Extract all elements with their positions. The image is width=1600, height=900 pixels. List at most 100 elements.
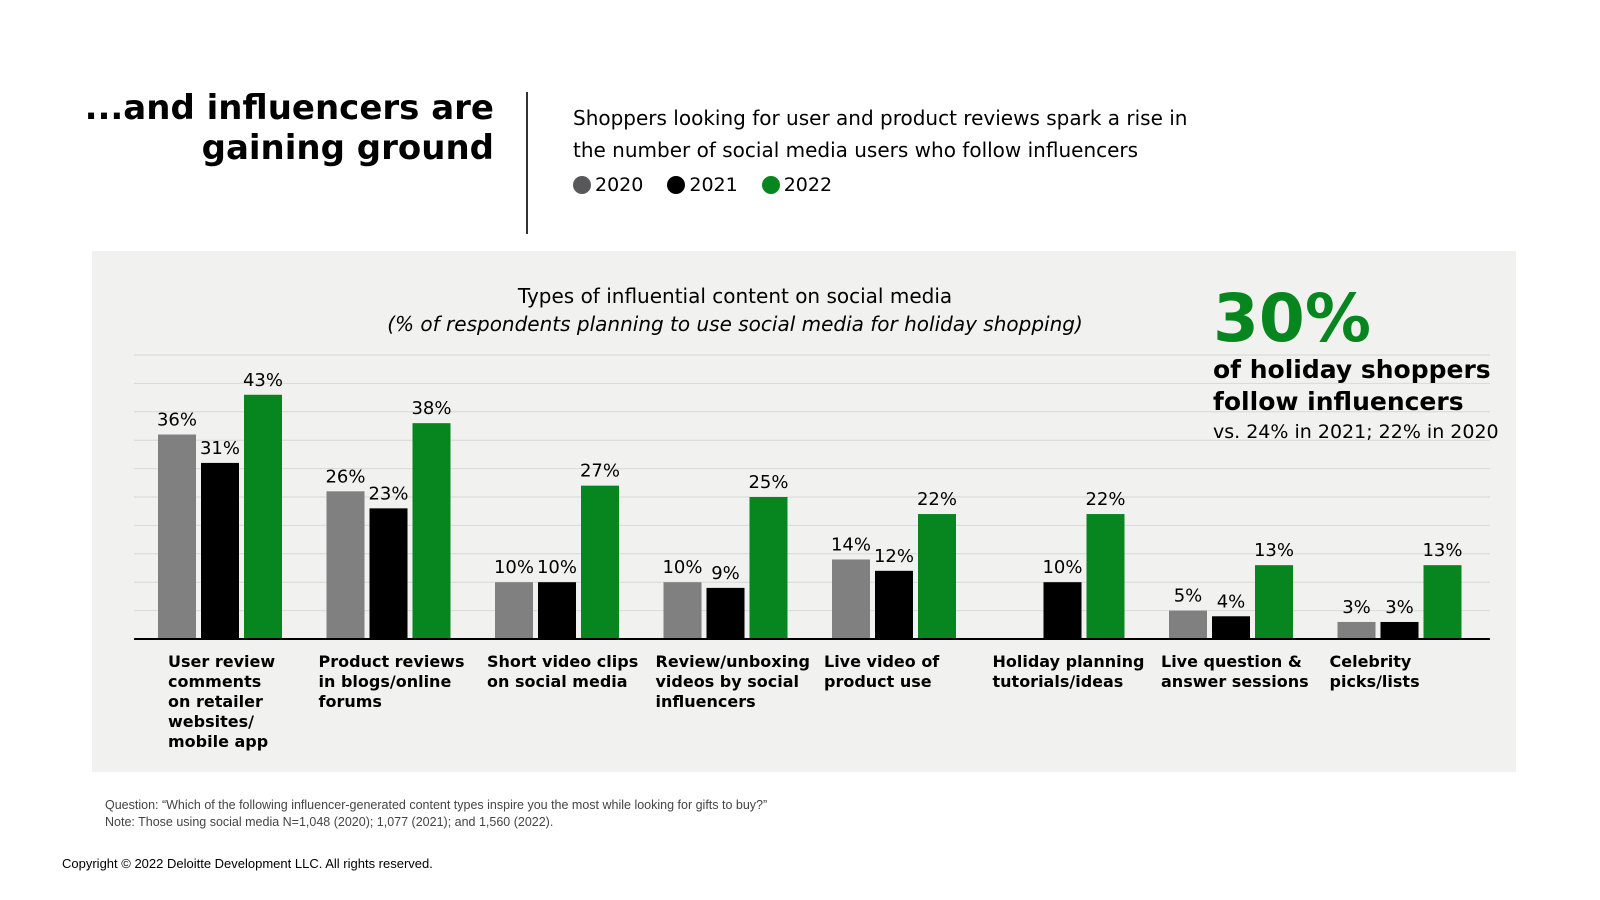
legend-item-2022: 2022 [761, 174, 833, 196]
legend: 2020 2021 2022 [573, 174, 832, 196]
legend-swatch [573, 176, 591, 194]
data-label: 36% [157, 410, 197, 431]
data-label: 23% [368, 483, 408, 504]
data-label: 13% [1254, 540, 1294, 561]
bar-2020 [158, 434, 196, 639]
data-label: 25% [748, 472, 788, 493]
category-label-line: picks/lists [1329, 672, 1420, 691]
category-label: Holiday planning tutorials/ideas [993, 652, 1153, 692]
bar-2022 [1086, 514, 1125, 639]
category-label: Product reviews in blogs/online forums [319, 652, 479, 712]
category-label-line: Product reviews [318, 652, 465, 671]
bar-2020 [832, 559, 870, 639]
data-label: 31% [200, 438, 240, 459]
callout-line-1: of holiday shoppers [1213, 355, 1491, 384]
callout: 30% of holiday shoppers follow influence… [1213, 284, 1499, 446]
category-label-line: on retailer [168, 692, 263, 711]
bar-2022 [749, 497, 788, 639]
data-label: 3% [1342, 597, 1371, 618]
bar-2022 [244, 394, 282, 639]
category-label: Live question & answer sessions [1161, 652, 1321, 692]
data-label: 12% [874, 546, 914, 567]
bar-2022 [1423, 565, 1462, 639]
data-label: 4% [1217, 591, 1246, 612]
bar-2021 [538, 582, 576, 639]
category-label: Review/unboxing videos by social influence… [656, 652, 816, 712]
bar-2020 [326, 491, 365, 639]
divider [526, 92, 528, 234]
legend-item-2020: 2020 [573, 174, 643, 196]
category-label: Live video of product use [824, 652, 984, 692]
data-label: 38% [411, 398, 451, 419]
data-label: 9% [711, 563, 740, 584]
bar-2021 [875, 570, 913, 639]
category-label-line: forums [318, 692, 382, 711]
bar-2022 [918, 514, 956, 639]
category-label-line: answer sessions [1161, 672, 1309, 691]
legend-label: 2021 [689, 174, 738, 196]
category-label-line: comments [168, 672, 262, 691]
bar-2022 [1255, 565, 1293, 639]
data-label: 14% [831, 534, 871, 555]
category-label-line: Short video clips [487, 652, 639, 671]
category-label-line: on social media [487, 672, 628, 691]
bar-2021 [706, 587, 745, 639]
callout-value: 30% [1213, 280, 1371, 357]
category-label-line: videos by social [655, 672, 800, 691]
category-label: Celebrity picks/lists [1330, 652, 1490, 692]
bar-2021 [369, 508, 408, 639]
data-label: 27% [580, 461, 620, 482]
data-label: 10% [662, 557, 702, 578]
category-label-line: product use [824, 672, 932, 691]
copyright: Copyright © 2022 Deloitte Development LL… [62, 856, 433, 871]
bar-2020 [1169, 610, 1207, 639]
bar-2021 [1380, 621, 1419, 639]
category-label-line: mobile app [168, 732, 269, 751]
subtitle-line-2: the number of social media users who fol… [573, 138, 1139, 162]
footnote-note: Note: Those using social media N=1,048 (… [105, 815, 554, 829]
bar-2022 [412, 423, 451, 639]
bar-2021 [1043, 582, 1082, 639]
data-label: 10% [494, 557, 534, 578]
subtitle-line-1: Shoppers looking for user and product re… [573, 106, 1188, 130]
bar-2020 [1337, 621, 1376, 639]
subtitle: Shoppers looking for user and product re… [573, 102, 1213, 166]
data-label: 22% [1085, 489, 1125, 510]
category-label-line: Holiday planning [992, 652, 1145, 671]
data-label: 5% [1174, 586, 1203, 607]
legend-label: 2022 [783, 174, 833, 196]
bar-2020 [495, 582, 533, 639]
bar-2020 [663, 582, 702, 639]
legend-label: 2020 [595, 174, 644, 196]
headline-line-1: ...and influencers are [84, 88, 494, 128]
category-label: User review comments on retailer websites/m… [168, 652, 328, 752]
legend-swatch [761, 176, 780, 194]
category-label: Short video clips on social media [487, 652, 647, 692]
callout-line-2: follow influencers [1213, 387, 1464, 416]
data-label: 10% [537, 557, 577, 578]
footnotes: Question: “Which of the following influe… [105, 797, 767, 831]
category-label-line: Celebrity [1329, 652, 1412, 671]
category-label-line: in blogs/online [318, 672, 452, 691]
bar-2021 [201, 462, 239, 639]
category-label-line: Live question & [1161, 652, 1302, 671]
headline: ...and influencers are gaining ground [60, 88, 494, 168]
category-label-line: Review/unboxing [655, 652, 810, 671]
chart-subtitle: (% of respondents planning to use social… [387, 312, 1083, 336]
category-label-line: influencers [655, 692, 756, 711]
legend-item-2021: 2021 [667, 174, 738, 196]
headline-line-2: gaining ground [201, 128, 494, 168]
data-label: 22% [917, 489, 957, 510]
legend-swatch [667, 176, 686, 194]
data-label: 10% [1042, 557, 1082, 578]
category-label-line: Live video of [824, 652, 940, 671]
category-label-line: User review [168, 652, 276, 671]
footnote-question: Question: “Which of the following influe… [105, 798, 768, 812]
chart-title-text: Types of influential content on social m… [517, 284, 953, 308]
callout-comparison: vs. 24% in 2021; 22% in 2020 [1213, 421, 1499, 443]
data-label: 3% [1385, 597, 1414, 618]
category-label-line: websites/ [168, 712, 254, 731]
bar-2022 [581, 485, 619, 639]
data-label: 26% [325, 466, 365, 487]
